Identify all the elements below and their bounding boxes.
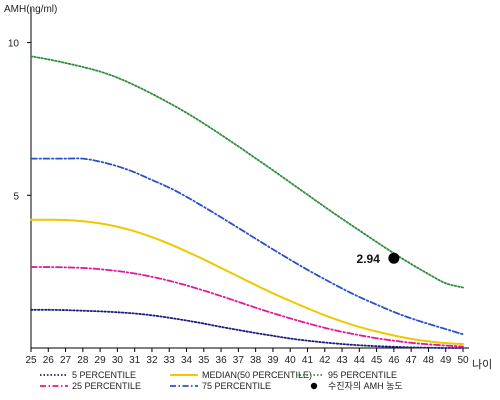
x-tick-label: 39: [267, 355, 279, 366]
highlight-layer: 2.94: [357, 252, 400, 266]
y-tick-label: 10: [8, 39, 20, 50]
x-tick-label: 32: [146, 355, 158, 366]
x-tick-label: 42: [319, 355, 331, 366]
legend-label: MEDIAN(50 PERCENTILE): [202, 370, 312, 380]
x-tick-label: 41: [302, 355, 314, 366]
legend-label: 95 PERCENTILE: [328, 370, 397, 380]
x-tick-label: 50: [457, 355, 469, 366]
x-tick-label: 28: [77, 355, 89, 366]
legend-label: 75 PERCENTILE: [202, 381, 271, 391]
x-tick-label: 31: [129, 355, 141, 366]
patient-amh-point: [388, 252, 400, 264]
x-tick-label: 29: [95, 355, 107, 366]
legend-item: 수진자의 AMH 농도: [310, 381, 403, 391]
patient-amh-value-label: 2.94: [357, 252, 381, 266]
x-tick-label: 33: [164, 355, 176, 366]
x-tick-label: 47: [406, 355, 418, 366]
x-tick-label: 46: [388, 355, 400, 366]
series-line-median-50-percentile: [30, 218, 464, 346]
x-tick-label: 45: [371, 355, 383, 366]
y-axis-title: AMH(ng/ml): [4, 4, 57, 15]
axes: AMH(ng/ml) 나이: [4, 4, 492, 371]
x-tick-label: 34: [181, 355, 193, 366]
legend-label: 5 PERCENTILE: [72, 370, 136, 380]
x-tick-label: 30: [112, 355, 124, 366]
legend-marker: [310, 382, 318, 390]
x-axis-title: 나이: [472, 358, 492, 371]
series-line-25-percentile: [30, 266, 464, 348]
legend-label: 수진자의 AMH 농도: [328, 381, 403, 391]
legend-item: 5 PERCENTILE: [40, 370, 136, 380]
series-line-75-percentile: [30, 157, 464, 336]
x-tick-label: 40: [285, 355, 297, 366]
x-tick-label: 44: [354, 355, 366, 366]
legend-item: MEDIAN(50 PERCENTILE): [170, 370, 312, 380]
series-line-5-percentile: [30, 308, 464, 349]
legend-item: 75 PERCENTILE: [170, 381, 271, 391]
legend-label: 25 PERCENTILE: [72, 381, 141, 391]
x-tick-label: 25: [25, 355, 37, 366]
x-tick-label: 48: [423, 355, 435, 366]
x-tick-label: 36: [216, 355, 228, 366]
legend-item: 95 PERCENTILE: [296, 370, 397, 380]
x-tick-label: 35: [198, 355, 210, 366]
x-tick-label: 26: [43, 355, 55, 366]
x-tick-label: 27: [60, 355, 72, 366]
legend-item: 25 PERCENTILE: [40, 381, 141, 391]
y-tick-label: 5: [13, 191, 19, 202]
tick-layer: 25 26 27 28 29 30 31 32 33 34 35 36 37 38 39 40 41 42 43 44…: [8, 39, 469, 366]
x-tick-label: 37: [233, 355, 245, 366]
x-tick-label: 49: [440, 355, 452, 366]
x-tick-label: 43: [336, 355, 348, 366]
x-tick-label: 38: [250, 355, 262, 366]
series-layer: [30, 55, 464, 349]
series-line-95-percentile: [30, 55, 464, 289]
